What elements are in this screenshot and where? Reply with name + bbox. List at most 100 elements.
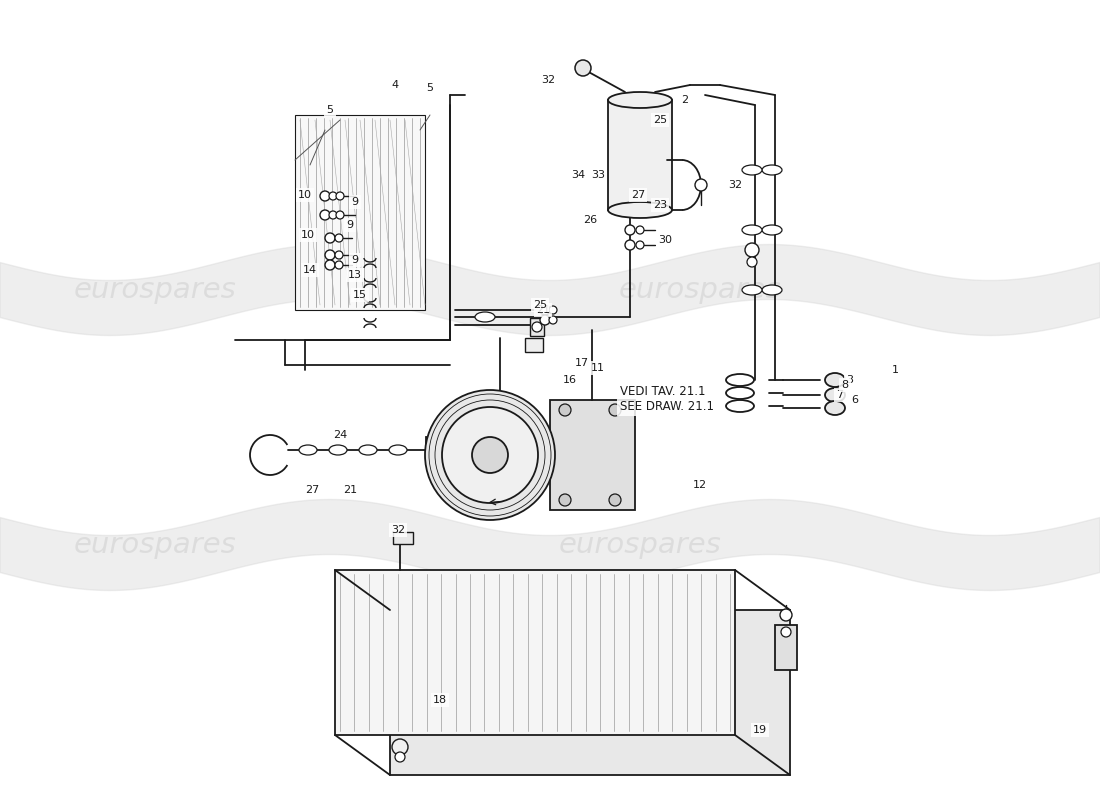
Ellipse shape [726, 400, 754, 412]
Circle shape [442, 407, 538, 503]
Circle shape [549, 306, 557, 314]
Circle shape [395, 752, 405, 762]
Text: 27: 27 [631, 190, 645, 200]
Text: 32: 32 [541, 75, 556, 85]
Text: 21: 21 [343, 485, 358, 495]
Ellipse shape [608, 202, 672, 218]
Ellipse shape [742, 285, 762, 295]
Ellipse shape [329, 445, 346, 455]
Circle shape [329, 211, 337, 219]
Text: 24: 24 [333, 430, 348, 440]
Circle shape [575, 60, 591, 76]
Text: 5: 5 [427, 83, 433, 93]
Circle shape [336, 192, 344, 200]
Text: VEDI TAV. 21.1
SEE DRAW. 21.1: VEDI TAV. 21.1 SEE DRAW. 21.1 [620, 385, 714, 413]
Text: 15: 15 [353, 290, 367, 300]
Circle shape [425, 390, 556, 520]
Circle shape [329, 192, 337, 200]
Ellipse shape [389, 445, 407, 455]
Circle shape [625, 225, 635, 235]
Text: eurospares: eurospares [559, 531, 722, 559]
Text: 14: 14 [302, 265, 317, 275]
Bar [393, 532, 412, 544]
Circle shape [549, 316, 557, 324]
Ellipse shape [608, 92, 672, 108]
Text: 7: 7 [836, 390, 844, 400]
Ellipse shape [726, 374, 754, 386]
Ellipse shape [726, 387, 754, 399]
Circle shape [780, 609, 792, 621]
Text: 5: 5 [327, 105, 333, 115]
Bar [550, 400, 635, 510]
Text: 2: 2 [681, 95, 689, 105]
Text: 32: 32 [728, 180, 743, 190]
Circle shape [472, 437, 508, 473]
Text: 1: 1 [891, 365, 899, 375]
Ellipse shape [762, 285, 782, 295]
Bar [525, 338, 543, 352]
Bar [608, 100, 672, 210]
Text: 30: 30 [658, 235, 672, 245]
Circle shape [636, 241, 644, 249]
Ellipse shape [475, 312, 495, 322]
Ellipse shape [825, 401, 845, 415]
Circle shape [745, 243, 759, 257]
Circle shape [336, 234, 343, 242]
Ellipse shape [762, 165, 782, 175]
Text: eurospares: eurospares [618, 276, 781, 304]
Text: 18: 18 [433, 695, 447, 705]
Text: 12: 12 [693, 480, 707, 490]
Text: 16: 16 [563, 375, 578, 385]
Circle shape [609, 494, 622, 506]
Text: 10: 10 [301, 230, 315, 240]
Text: 9: 9 [351, 197, 359, 207]
Bar [336, 570, 735, 735]
Ellipse shape [762, 225, 782, 235]
Text: 17: 17 [575, 358, 590, 368]
Text: 6: 6 [851, 395, 858, 405]
Ellipse shape [825, 388, 845, 402]
Text: 9: 9 [346, 220, 353, 230]
Ellipse shape [742, 225, 762, 235]
Circle shape [781, 627, 791, 637]
Circle shape [625, 240, 635, 250]
Circle shape [695, 179, 707, 191]
Bar [295, 115, 425, 310]
Circle shape [540, 305, 550, 315]
Bar [530, 318, 544, 336]
Circle shape [636, 226, 644, 234]
Text: 19: 19 [752, 725, 767, 735]
Text: 10: 10 [298, 190, 312, 200]
Bar [426, 437, 438, 463]
Text: 13: 13 [348, 270, 362, 280]
Circle shape [320, 210, 330, 220]
Circle shape [540, 315, 550, 325]
Ellipse shape [825, 373, 845, 387]
Circle shape [559, 404, 571, 416]
Polygon shape [390, 610, 790, 775]
Text: 23: 23 [653, 200, 667, 210]
Circle shape [747, 257, 757, 267]
Text: 34: 34 [571, 170, 585, 180]
Ellipse shape [742, 165, 762, 175]
Text: 8: 8 [842, 380, 848, 390]
Text: 21: 21 [536, 305, 550, 315]
Circle shape [336, 211, 344, 219]
Ellipse shape [299, 445, 317, 455]
Circle shape [532, 322, 542, 332]
Circle shape [336, 261, 343, 269]
Bar [776, 625, 798, 670]
Circle shape [392, 739, 408, 755]
Text: 4: 4 [392, 80, 398, 90]
Text: 25: 25 [653, 115, 667, 125]
Text: 32: 32 [390, 525, 405, 535]
Text: eurospares: eurospares [74, 531, 236, 559]
Circle shape [609, 404, 622, 416]
Text: 33: 33 [591, 170, 605, 180]
Text: 26: 26 [583, 215, 597, 225]
Text: 9: 9 [351, 255, 359, 265]
Text: 27: 27 [305, 485, 319, 495]
Circle shape [559, 494, 571, 506]
Ellipse shape [359, 445, 377, 455]
Text: 11: 11 [591, 363, 605, 373]
